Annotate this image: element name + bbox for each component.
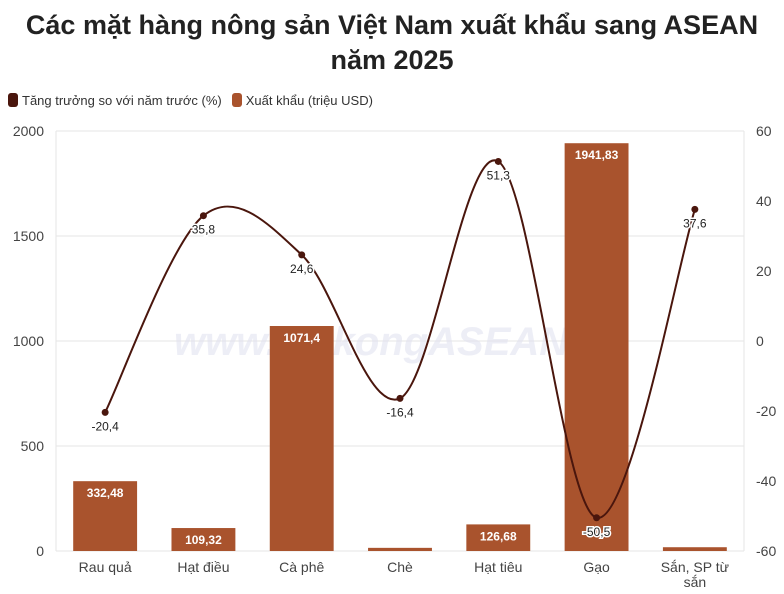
line-data-label: 24,6 — [290, 262, 314, 276]
bar-data-label: 1941,83 — [575, 148, 619, 162]
line-data-label: -20,4 — [91, 419, 119, 433]
x-tick-label: Gạo — [583, 559, 610, 575]
bar-data-label: 1071,4 — [283, 331, 320, 345]
x-tick-label: Chè — [387, 559, 413, 575]
bar-data-label: 332,48 — [87, 486, 124, 500]
legend-item-export: Xuất khẩu (triệu USD) — [231, 92, 373, 108]
left-tick-label: 500 — [21, 438, 45, 454]
line-data-label: -16,4 — [386, 405, 414, 419]
right-tick-label: -60 — [756, 543, 776, 559]
right-tick-label: 20 — [756, 263, 772, 279]
chart-title: Các mặt hàng nông sản Việt Nam xuất khẩu… — [25, 10, 759, 75]
right-tick-label: -40 — [756, 473, 776, 489]
legend: Tăng trưởng so với năm trước (%) Xuất kh… — [8, 91, 383, 109]
line-point — [494, 157, 502, 165]
line-point — [396, 394, 404, 402]
line-point — [593, 514, 601, 522]
right-tick-label: 40 — [756, 193, 772, 209]
bar — [269, 326, 334, 551]
series-line-growth — [104, 159, 696, 519]
legend-swatch-growth — [8, 93, 18, 107]
legend-label-export: Xuất khẩu (triệu USD) — [245, 92, 373, 108]
line-data-label: 37,6 — [683, 216, 707, 230]
bar — [564, 143, 629, 551]
bar — [171, 528, 236, 551]
bar-data-label: 126,68 — [480, 529, 517, 543]
legend-label-growth: Tăng trưởng so với năm trước (%) — [22, 92, 222, 108]
legend-item-growth: Tăng trưởng so với năm trước (%) — [8, 93, 222, 108]
bar — [662, 547, 727, 551]
bar — [368, 547, 432, 551]
left-tick-label: 0 — [36, 543, 44, 559]
x-tick-label: Cà phê — [279, 559, 324, 575]
left-tick-label: 1000 — [13, 333, 44, 349]
right-tick-label: 0 — [756, 333, 764, 349]
line-point — [199, 212, 207, 220]
right-tick-label: 60 — [756, 123, 772, 139]
x-tick-label: Hạt tiêu — [474, 559, 522, 575]
right-tick-label: -20 — [756, 403, 776, 419]
line-point — [298, 251, 306, 259]
watermark: www.MekongASEAN.vn — [174, 320, 626, 364]
x-tick-label: Hạt điều — [177, 559, 229, 575]
bar-data-label: 109,32 — [185, 533, 222, 547]
legend-swatch-export — [231, 93, 242, 107]
left-tick-label: 2000 — [13, 123, 44, 139]
bar — [466, 524, 531, 551]
x-tick-label: Sắn, SP từ sắn — [661, 559, 729, 590]
x-tick-label: Rau quả — [79, 559, 132, 575]
line-data-label: 35,8 — [192, 223, 216, 237]
line-data-label: 51,3 — [487, 168, 511, 182]
line-point — [101, 408, 109, 416]
left-tick-label: 1500 — [13, 228, 44, 244]
line-point — [691, 205, 699, 213]
bar — [73, 481, 138, 551]
line-data-label: -50,5 — [583, 525, 611, 539]
